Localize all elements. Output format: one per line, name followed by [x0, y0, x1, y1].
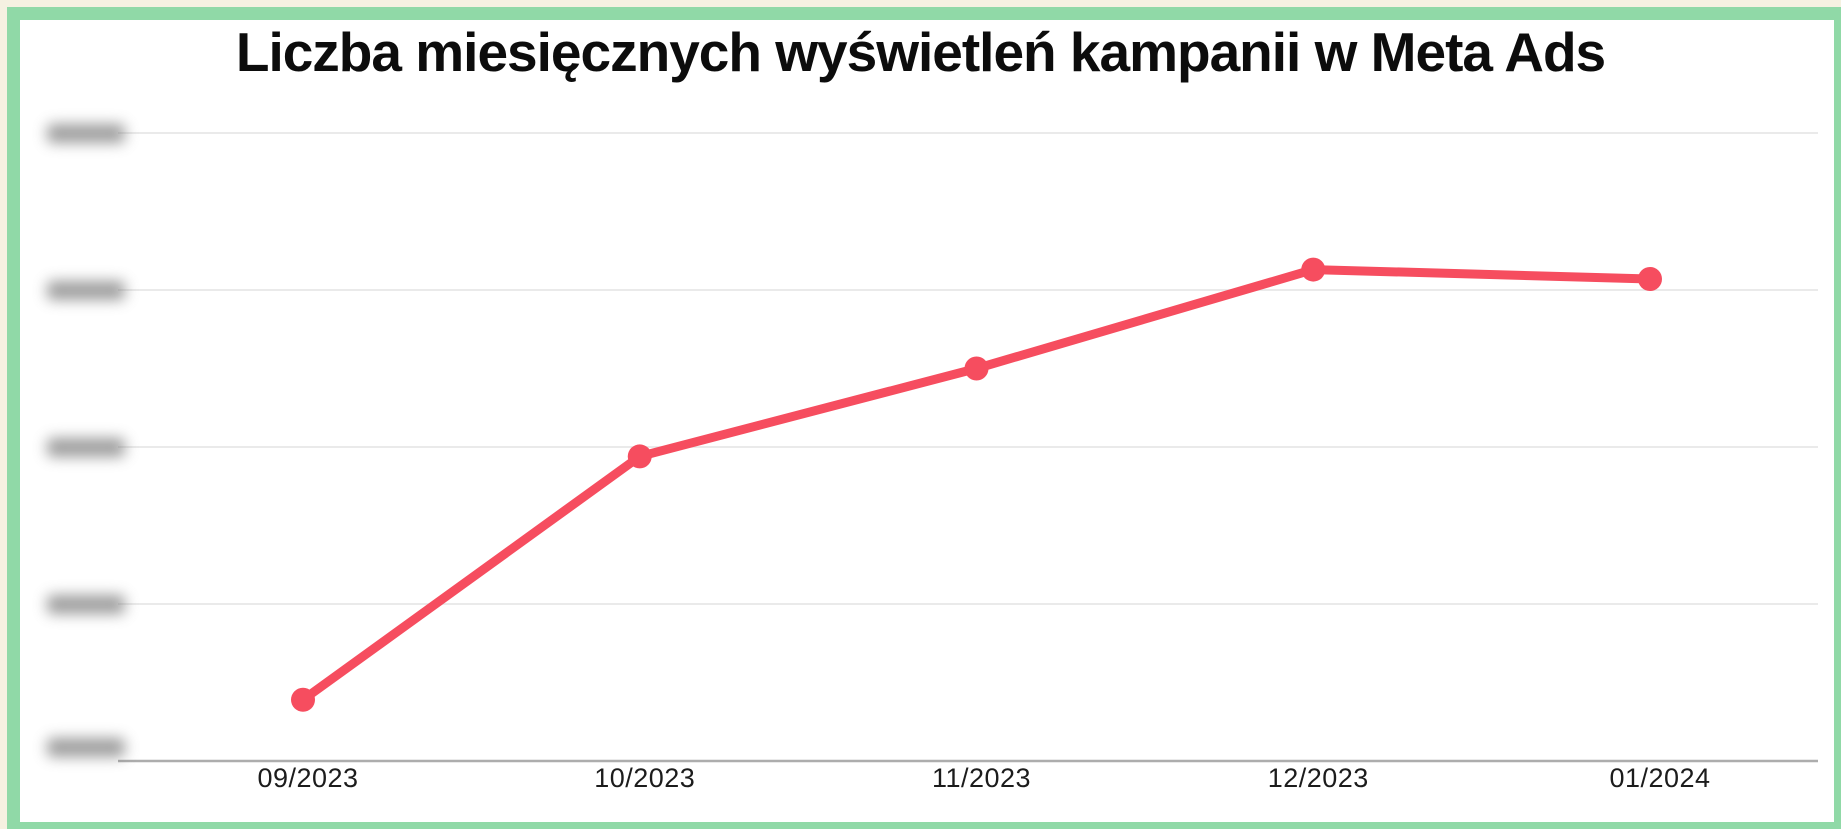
data-point-marker [1638, 267, 1662, 292]
series-line [298, 265, 1655, 705]
data-point-marker [964, 356, 989, 381]
line-series [291, 257, 1662, 712]
x-tick-label: 01/2024 [1609, 763, 1711, 793]
x-tick-label: 11/2023 [931, 763, 1032, 793]
data-point-marker [627, 444, 652, 469]
x-tick-label: 12/2023 [1267, 763, 1369, 793]
x-tick-label: 10/2023 [594, 763, 696, 793]
y-tick-label-redacted [47, 438, 125, 457]
data-point-marker [291, 687, 315, 712]
chart-title: Liczba miesięcznych wyświetleń kampanii … [235, 21, 1606, 83]
gridlines [118, 132, 1818, 605]
data-point-marker [1301, 257, 1326, 282]
y-tick-label-redacted [47, 281, 125, 300]
x-tick-label: 09/2023 [257, 763, 359, 793]
y-tick-label-redacted [47, 595, 125, 614]
y-tick-label-redacted [47, 124, 125, 143]
y-tick-label-redacted [47, 738, 125, 757]
